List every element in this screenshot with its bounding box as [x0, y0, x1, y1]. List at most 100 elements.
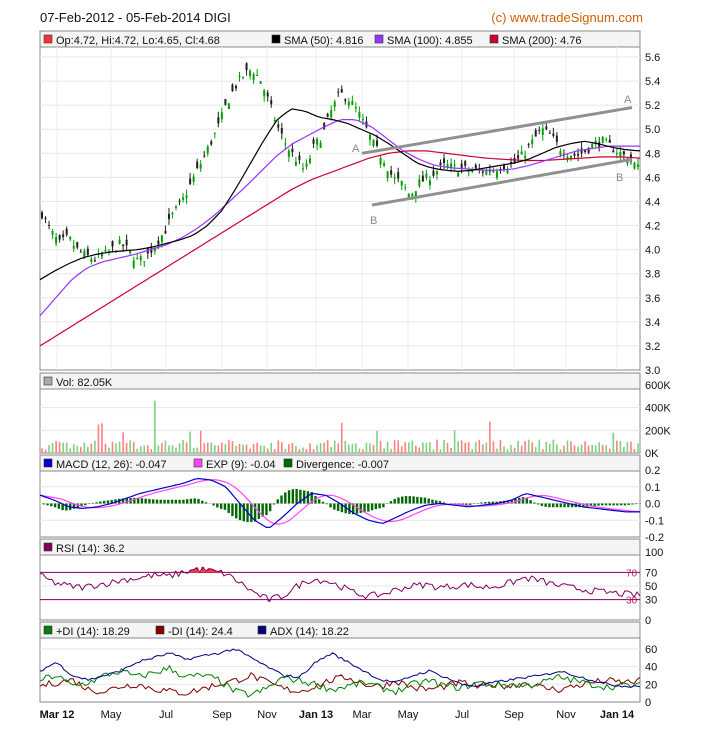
price-candle-body: [605, 138, 608, 140]
x-month-label: Jul: [159, 709, 173, 721]
price-candle-body: [111, 241, 114, 247]
legend-entry: ADX (14): 18.22: [270, 626, 349, 638]
dmi-y-tick: 0: [645, 697, 651, 709]
price-candle-body: [220, 112, 223, 120]
price-candle-body: [65, 228, 68, 235]
price-candle-body: [383, 163, 386, 166]
macd-line: [39, 477, 640, 529]
price-candle-body: [83, 250, 86, 258]
price-candle-body: [584, 150, 587, 152]
price-candle-body: [379, 157, 382, 165]
sma200-line: [39, 150, 641, 347]
price-candle-body: [559, 151, 562, 155]
price-candle-body: [231, 84, 234, 91]
price-candle-body: [432, 170, 435, 176]
price-candle-body: [513, 157, 516, 164]
price-candle-body: [312, 139, 315, 144]
price-candle-body: [287, 150, 290, 157]
x-month-label: Mar: [353, 709, 372, 721]
price-candle-body: [309, 158, 312, 163]
price-y-tick: 5.4: [645, 76, 660, 88]
channel-label: A: [624, 94, 632, 106]
rsi-y-tick: 70: [645, 567, 657, 579]
rsi-level-label: 70: [626, 568, 638, 579]
price-candle-body: [104, 249, 107, 252]
channel-upper-line: [361, 106, 633, 155]
price-candle-body: [520, 151, 523, 155]
rsi-y-tick: 50: [645, 581, 657, 593]
price-panel: [39, 30, 641, 371]
price-candle-body: [323, 123, 326, 129]
price-candle-body: [277, 124, 280, 128]
price-y-tick: 4.2: [645, 221, 660, 233]
price-candle-body: [439, 162, 442, 165]
price-candle-body: [227, 103, 230, 109]
macd-exp-line: [39, 479, 641, 525]
mdi-line: [39, 671, 641, 696]
price-candle-body: [446, 164, 449, 168]
rsi-y-tick: 0: [645, 615, 651, 627]
price-candle-body: [298, 155, 301, 160]
legend-swatch: [43, 542, 53, 552]
volume-y-tick: 0K: [645, 448, 659, 460]
dmi-y-tick: 60: [645, 644, 657, 656]
price-candle-body: [481, 171, 484, 173]
price-candle-body: [224, 99, 227, 105]
price-candle-body: [284, 143, 287, 145]
price-candle-body: [425, 173, 428, 178]
price-candle-body: [136, 258, 139, 260]
price-candle-body: [421, 175, 424, 182]
price-candle-body: [44, 218, 47, 220]
price-candle-body: [160, 235, 163, 243]
sma100-line: [39, 118, 640, 317]
legend-entry: SMA (200): 4.76: [502, 35, 582, 47]
price-candle-body: [55, 236, 58, 244]
price-candle-body: [256, 75, 259, 77]
volume-y-tick: 200K: [645, 425, 671, 437]
price-candle-body: [443, 158, 446, 164]
price-candle-body: [41, 212, 43, 219]
price-candle-body: [234, 85, 237, 89]
legend-swatch: [43, 376, 53, 386]
price-candle-body: [354, 107, 357, 109]
price-candle-body: [457, 172, 460, 177]
price-candle-body: [249, 70, 252, 76]
price-candle-body: [76, 242, 79, 248]
price-candles: [41, 62, 639, 270]
price-candle-body: [206, 146, 209, 154]
price-candle-body: [347, 101, 350, 106]
price-candle-body: [453, 164, 456, 166]
rsi-panel-legend-bar: [39, 538, 641, 556]
price-candle-body: [418, 179, 421, 187]
price-candle-body: [531, 139, 534, 145]
legend-entry: RSI (14): 36.2: [56, 543, 124, 555]
x-month-label: May: [398, 709, 419, 721]
price-candle-body: [368, 134, 371, 140]
price-candle-body: [555, 135, 558, 142]
price-candle-body: [615, 152, 618, 155]
price-candle-body: [58, 235, 61, 240]
sma50-line: [39, 108, 641, 281]
price-candle-body: [517, 155, 520, 159]
price-y-tick: 5.2: [645, 100, 660, 112]
price-candle-body: [153, 247, 156, 252]
price-candle-body: [506, 168, 509, 174]
rsi-line: [39, 566, 641, 603]
price-candle-body: [118, 239, 121, 244]
price-candle-body: [213, 132, 216, 134]
dmi-panel-legend-bar: [39, 621, 641, 639]
price-candle-body: [319, 142, 322, 148]
dmi-y-tick: 40: [645, 662, 657, 674]
price-candle-body: [626, 161, 629, 164]
x-month-label: Sep: [504, 709, 524, 721]
brand-link[interactable]: (c) www.tradeSignum.com: [491, 10, 643, 25]
price-candle-body: [330, 110, 333, 118]
channel-label: B: [370, 215, 377, 227]
price-y-tick: 4.4: [645, 196, 660, 208]
price-candle-body: [404, 187, 407, 189]
price-candle-body: [376, 140, 379, 146]
legend-swatch: [43, 625, 53, 635]
price-candle-body: [252, 73, 255, 81]
price-candle-body: [86, 248, 89, 255]
price-candle-body: [534, 129, 537, 137]
